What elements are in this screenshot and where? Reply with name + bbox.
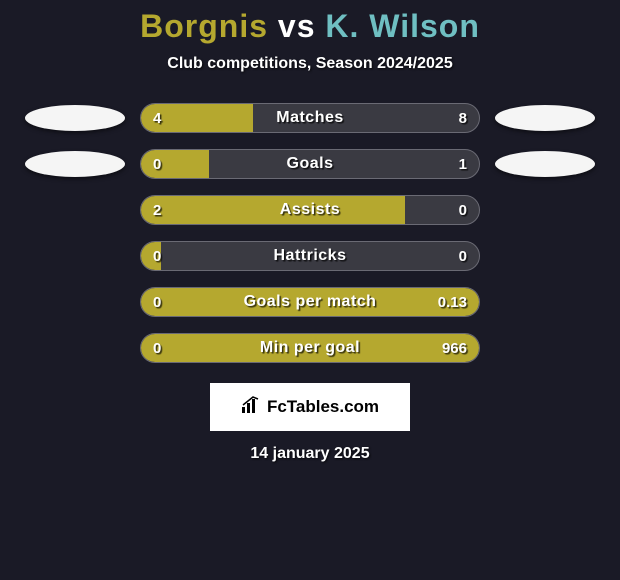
avatar-slot-left xyxy=(20,151,130,177)
stat-bar: 2Assists0 xyxy=(140,195,480,225)
bar-background: 2Assists0 xyxy=(140,195,480,225)
title-vs: vs xyxy=(278,8,316,44)
bar-label: Hattricks xyxy=(141,242,479,270)
title-player1: Borgnis xyxy=(140,8,268,44)
stat-bar: 0Hattricks0 xyxy=(140,241,480,271)
value-right: 0 xyxy=(459,242,467,270)
value-right: 1 xyxy=(459,150,467,178)
bar-background: 4Matches8 xyxy=(140,103,480,133)
stat-row: 4Matches8 xyxy=(0,103,620,133)
stat-row: 0Goals per match0.13 xyxy=(0,287,620,317)
avatar-slot-left xyxy=(20,105,130,131)
stat-bar: 4Matches8 xyxy=(140,103,480,133)
value-right: 0.13 xyxy=(438,288,467,316)
chart-icon xyxy=(241,396,261,419)
stat-bar: 0Goals per match0.13 xyxy=(140,287,480,317)
avatar-slot-right xyxy=(490,151,600,177)
avatar xyxy=(25,151,125,177)
avatar-slot-right xyxy=(490,105,600,131)
value-right: 8 xyxy=(459,104,467,132)
title-player2: K. Wilson xyxy=(325,8,479,44)
bar-background: 0Goals per match0.13 xyxy=(140,287,480,317)
avatar xyxy=(495,105,595,131)
subtitle: Club competitions, Season 2024/2025 xyxy=(0,55,620,73)
bar-background: 0Goals1 xyxy=(140,149,480,179)
bar-label: Assists xyxy=(141,196,479,224)
comparison-container: Borgnis vs K. Wilson Club competitions, … xyxy=(0,0,620,463)
value-right: 0 xyxy=(459,196,467,224)
bar-label: Matches xyxy=(141,104,479,132)
bar-label: Min per goal xyxy=(141,334,479,362)
value-right: 966 xyxy=(442,334,467,362)
stat-bars: 4Matches80Goals12Assists00Hattricks00Goa… xyxy=(0,103,620,363)
avatar xyxy=(25,105,125,131)
stat-bar: 0Min per goal966 xyxy=(140,333,480,363)
stat-row: 0Min per goal966 xyxy=(0,333,620,363)
stat-row: 0Hattricks0 xyxy=(0,241,620,271)
stat-bar: 0Goals1 xyxy=(140,149,480,179)
date-label: 14 january 2025 xyxy=(0,445,620,463)
bar-label: Goals xyxy=(141,150,479,178)
stat-row: 2Assists0 xyxy=(0,195,620,225)
bar-background: 0Min per goal966 xyxy=(140,333,480,363)
bar-background: 0Hattricks0 xyxy=(140,241,480,271)
footer-badge[interactable]: FcTables.com xyxy=(210,383,410,431)
page-title: Borgnis vs K. Wilson xyxy=(0,8,620,45)
bar-label: Goals per match xyxy=(141,288,479,316)
stat-row: 0Goals1 xyxy=(0,149,620,179)
avatar xyxy=(495,151,595,177)
footer-brand-text: FcTables.com xyxy=(267,397,379,417)
